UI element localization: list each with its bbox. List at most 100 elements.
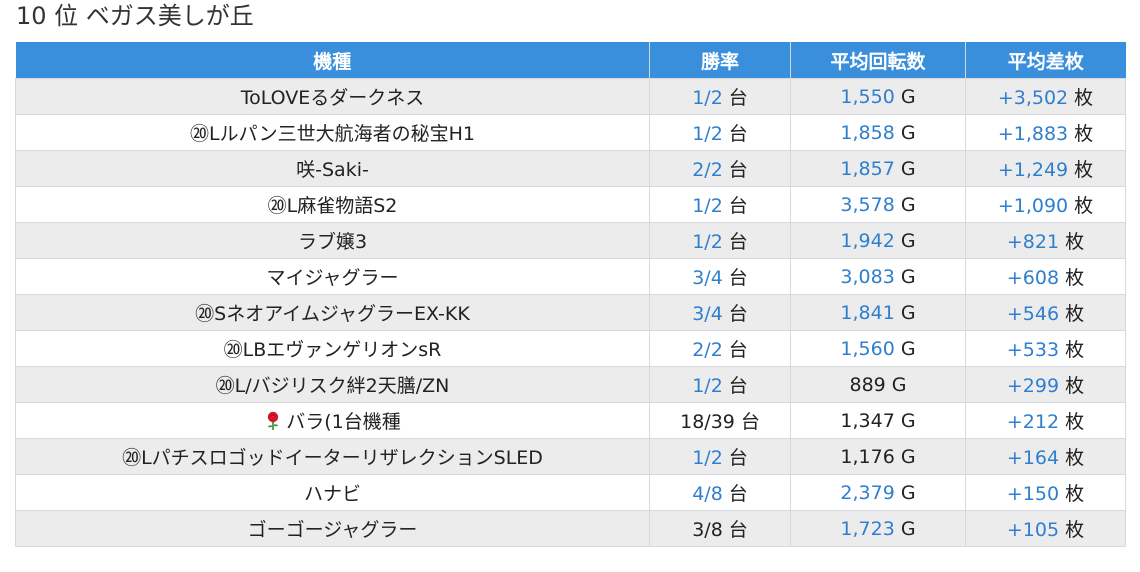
avg-spins-value[interactable]: 3,083 xyxy=(840,265,895,288)
avg-diff-unit: 枚 xyxy=(1065,339,1085,361)
avg-diff-cell: +821 枚 xyxy=(965,222,1126,259)
avg-diff-value[interactable]: +3,502 xyxy=(997,87,1069,109)
avg-diff-unit: 枚 xyxy=(1065,303,1085,325)
avg-spins-cell: 1,176 G xyxy=(790,438,966,475)
win-rate-value: 18/39 xyxy=(680,411,735,433)
win-rate-value[interactable]: 2/2 xyxy=(692,159,723,181)
avg-spins-value[interactable]: 1,858 xyxy=(840,121,895,144)
avg-spins-value[interactable]: 1,550 xyxy=(840,85,895,108)
avg-spins-cell: 2,379 G xyxy=(790,474,966,511)
avg-diff-value[interactable]: +1,249 xyxy=(997,159,1069,181)
avg-diff-value[interactable]: +1,883 xyxy=(997,123,1069,145)
win-rate-value[interactable]: 1/2 xyxy=(692,87,723,109)
avg-diff-value[interactable]: +212 xyxy=(1006,411,1060,433)
win-rate-cell: 1/2 台 xyxy=(649,78,791,115)
win-rate-unit: 台 xyxy=(728,339,748,361)
table-row: ⑳Lルパン三世大航海者の秘宝H1 1/2 台 1,858 G +1,883 枚 xyxy=(15,114,1126,151)
win-rate-unit: 台 xyxy=(728,195,748,217)
avg-spins-cell: 1,347 G xyxy=(790,402,966,439)
avg-diff-value[interactable]: +546 xyxy=(1006,303,1060,325)
avg-diff-value[interactable]: +533 xyxy=(1006,339,1060,361)
table-row: ハナビ 4/8 台 2,379 G +150 枚 xyxy=(15,474,1126,511)
avg-diff-unit: 枚 xyxy=(1065,267,1085,289)
win-rate-cell: 4/8 台 xyxy=(649,474,791,511)
machine-name: バラ(1台機種 xyxy=(286,411,401,433)
avg-spins-unit: G xyxy=(900,157,916,180)
avg-diff-unit: 枚 xyxy=(1065,519,1085,541)
machine-name-cell: ⑳LBエヴァンゲリオンsR xyxy=(15,330,650,367)
avg-spins-cell: 3,083 G xyxy=(790,258,966,295)
win-rate-cell: 1/2 台 xyxy=(649,222,791,259)
win-rate-unit: 台 xyxy=(728,375,748,397)
win-rate-unit: 台 xyxy=(728,159,748,181)
win-rate-value[interactable]: 1/2 xyxy=(692,375,723,397)
win-rate-unit: 台 xyxy=(728,123,748,145)
win-rate-cell: 3/4 台 xyxy=(649,294,791,331)
avg-diff-cell: +212 枚 xyxy=(965,402,1126,439)
win-rate-value[interactable]: 2/2 xyxy=(692,339,723,361)
table-row: ⑳L/バジリスク絆2天膳/ZN 1/2 台 889 G +299 枚 xyxy=(15,366,1126,403)
win-rate-cell: 18/39 台 xyxy=(649,402,791,439)
avg-diff-value[interactable]: +1,090 xyxy=(997,195,1069,217)
win-rate-value[interactable]: 1/2 xyxy=(692,231,723,253)
avg-diff-unit: 枚 xyxy=(1074,159,1094,181)
avg-spins-cell: 1,858 G xyxy=(790,114,966,151)
win-rate-cell: 1/2 台 xyxy=(649,114,791,151)
machine-name: ToLOVEるダークネス xyxy=(240,87,425,109)
machine-name-cell: バラ(1台機種 xyxy=(15,402,650,439)
avg-diff-value[interactable]: +105 xyxy=(1006,519,1060,541)
win-rate-unit: 台 xyxy=(728,303,748,325)
avg-diff-unit: 枚 xyxy=(1065,231,1085,253)
win-rate-unit: 台 xyxy=(728,231,748,253)
header-avg-spins: 平均回転数 xyxy=(790,42,966,79)
avg-diff-value[interactable]: +164 xyxy=(1006,447,1060,469)
avg-diff-cell: +608 枚 xyxy=(965,258,1126,295)
avg-diff-value[interactable]: +821 xyxy=(1006,231,1060,253)
avg-spins-value: 1,176 xyxy=(840,445,895,468)
avg-spins-cell: 1,560 G xyxy=(790,330,966,367)
avg-diff-unit: 枚 xyxy=(1065,447,1085,469)
machine-name-cell: ラブ嬢3 xyxy=(15,222,650,259)
win-rate-value[interactable]: 3/4 xyxy=(692,267,723,289)
avg-spins-unit: G xyxy=(900,85,916,108)
win-rate-value[interactable]: 1/2 xyxy=(692,123,723,145)
header-row: 機種 勝率 平均回転数 平均差枚 xyxy=(15,42,1126,79)
avg-spins-value[interactable]: 1,723 xyxy=(840,517,895,540)
win-rate-unit: 台 xyxy=(728,87,748,109)
avg-spins-value[interactable]: 2,379 xyxy=(840,481,895,504)
win-rate-value[interactable]: 1/2 xyxy=(692,447,723,469)
win-rate-value[interactable]: 4/8 xyxy=(692,483,723,505)
avg-diff-cell: +1,090 枚 xyxy=(965,186,1126,223)
ranking-table: 機種 勝率 平均回転数 平均差枚 ToLOVEるダークネス 1/2 台 1,550 G +… xyxy=(15,42,1126,547)
avg-diff-cell: +299 枚 xyxy=(965,366,1126,403)
page-title: 10 位 ベガス美しが丘 xyxy=(16,2,254,30)
win-rate-value[interactable]: 3/4 xyxy=(692,303,723,325)
machine-name-cell: ⑳Lルパン三世大航海者の秘宝H1 xyxy=(15,114,650,151)
avg-spins-value[interactable]: 3,578 xyxy=(840,193,895,216)
avg-spins-value[interactable]: 1,841 xyxy=(840,301,895,324)
avg-spins-value[interactable]: 1,942 xyxy=(840,229,895,252)
header-win-rate: 勝率 xyxy=(649,42,791,79)
avg-diff-value[interactable]: +150 xyxy=(1006,483,1060,505)
machine-name-cell: 咲-Saki- xyxy=(15,150,650,187)
avg-diff-value[interactable]: +608 xyxy=(1006,267,1060,289)
table-row: ラブ嬢3 1/2 台 1,942 G +821 枚 xyxy=(15,222,1126,259)
table-row: ⑳L麻雀物語S2 1/2 台 3,578 G +1,090 枚 xyxy=(15,186,1126,223)
avg-spins-value[interactable]: 1,560 xyxy=(840,337,895,360)
avg-diff-unit: 枚 xyxy=(1074,195,1094,217)
machine-name-cell: ⑳L/バジリスク絆2天膳/ZN xyxy=(15,366,650,403)
machine-name-cell: ゴーゴージャグラー xyxy=(15,510,650,547)
machine-name: ⑳LパチスロゴッドイーターリザレクションSLED xyxy=(122,447,543,469)
table-row: ⑳LパチスロゴッドイーターリザレクションSLED 1/2 台 1,176 G +164 枚 xyxy=(15,438,1126,475)
avg-spins-value[interactable]: 1,857 xyxy=(840,157,895,180)
avg-spins-value: 1,347 xyxy=(840,409,895,432)
avg-diff-unit: 枚 xyxy=(1065,483,1085,505)
avg-diff-value[interactable]: +299 xyxy=(1006,375,1060,397)
win-rate-value[interactable]: 1/2 xyxy=(692,195,723,217)
machine-name-cell: ⑳SネオアイムジャグラーEX-KK xyxy=(15,294,650,331)
machine-name-cell: ⑳LパチスロゴッドイーターリザレクションSLED xyxy=(15,438,650,475)
machine-name: マイジャグラー xyxy=(266,267,399,289)
avg-spins-unit: G xyxy=(900,265,916,288)
avg-spins-unit: G xyxy=(900,445,916,468)
machine-name: ⑳SネオアイムジャグラーEX-KK xyxy=(195,303,470,325)
